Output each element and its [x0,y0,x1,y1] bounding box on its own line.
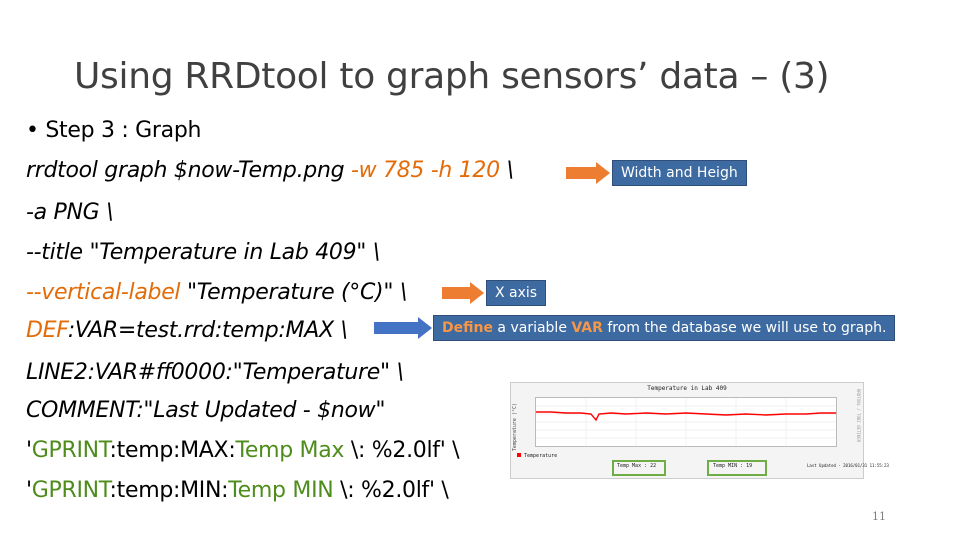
graph-title: Temperature in Lab 409 [647,385,727,392]
code-highlight: --vertical-label [26,280,181,305]
code-line-1: rrdtool graph $now-Temp.png -w 785 -h 12… [26,158,514,183]
code-text: :temp:MIN: [109,478,229,503]
graph-line [536,398,836,446]
code-text: ' [26,438,32,463]
code-text: rrdtool graph $now-Temp.png [26,158,351,183]
graph-legend: Temperature [517,453,557,459]
code-line-4: --vertical-label "Temperature (°C)" \ [26,280,407,305]
arrow-right-icon [374,317,432,339]
code-highlight: Temp MIN [228,478,334,503]
code-highlight: -w 785 -h 120 [350,158,500,183]
graph-temp-min: Temp MIN : 19 [713,463,753,469]
code-line-2: -a PNG \ [26,200,114,225]
code-line-8: 'GPRINT:temp:MAX:Temp Max \: %2.0lf' \ [26,438,460,463]
code-text: ' [26,478,32,503]
callout-text: a variable [492,320,572,336]
code-text: \: %2.0lf' \ [333,478,449,503]
callout-keyword: VAR [571,320,603,336]
graph-last-updated: Last Updated - 2016/01/31 11:55:23 [807,463,889,468]
code-line-6: LINE2:VAR#ff0000:"Temperature" \ [26,360,404,385]
code-line-9: 'GPRINT:temp:MIN:Temp MIN \: %2.0lf' \ [26,478,449,503]
code-line-3: --title "Temperature in Lab 409" \ [26,240,380,265]
code-text: :VAR=test.rrd:temp:MAX \ [67,318,348,343]
callout-width-height: Width and Heigh [612,160,747,186]
legend-swatch [517,453,521,457]
code-highlight: GPRINT [31,438,110,463]
graph-side-text: RRDTOOL / TOBI OETIKER [856,389,861,442]
code-text: \ [499,158,514,183]
callout-x-axis: X axis [486,280,547,306]
code-highlight: DEF [26,318,68,343]
graph-y-label: Temperature (°C) [512,403,518,452]
arrow-right-icon [566,162,610,184]
code-highlight: GPRINT [31,478,110,503]
code-text: "Temperature (°C)" \ [180,280,407,305]
callout-keyword: Define [442,320,493,336]
step-heading: • Step 3 : Graph [26,118,202,143]
slide-title: Using RRDtool to graph sensors’ data – (… [74,56,830,97]
code-text: \: %2.0lf' \ [344,438,460,463]
code-line-5: DEF:VAR=test.rrd:temp:MAX \ [26,318,348,343]
legend-label: Temperature [524,453,558,459]
code-text: :temp:MAX: [109,438,236,463]
callout-define: Define a variable VAR from the database … [433,315,896,341]
graph-plot-area [535,397,837,447]
highlight-box-max [612,460,666,476]
arrow-right-icon [442,282,484,304]
page-number: 11 [872,510,886,523]
callout-text: from the database we will use to graph. [602,320,887,336]
graph-temp-max: Temp Max : 22 [617,463,657,469]
highlight-box-min [707,460,767,476]
rrd-graph-image: Temperature in Lab 409 Temperature (°C) … [510,382,889,479]
code-line-7: COMMENT:"Last Updated - $now" [26,398,386,423]
code-highlight: Temp Max [235,438,345,463]
